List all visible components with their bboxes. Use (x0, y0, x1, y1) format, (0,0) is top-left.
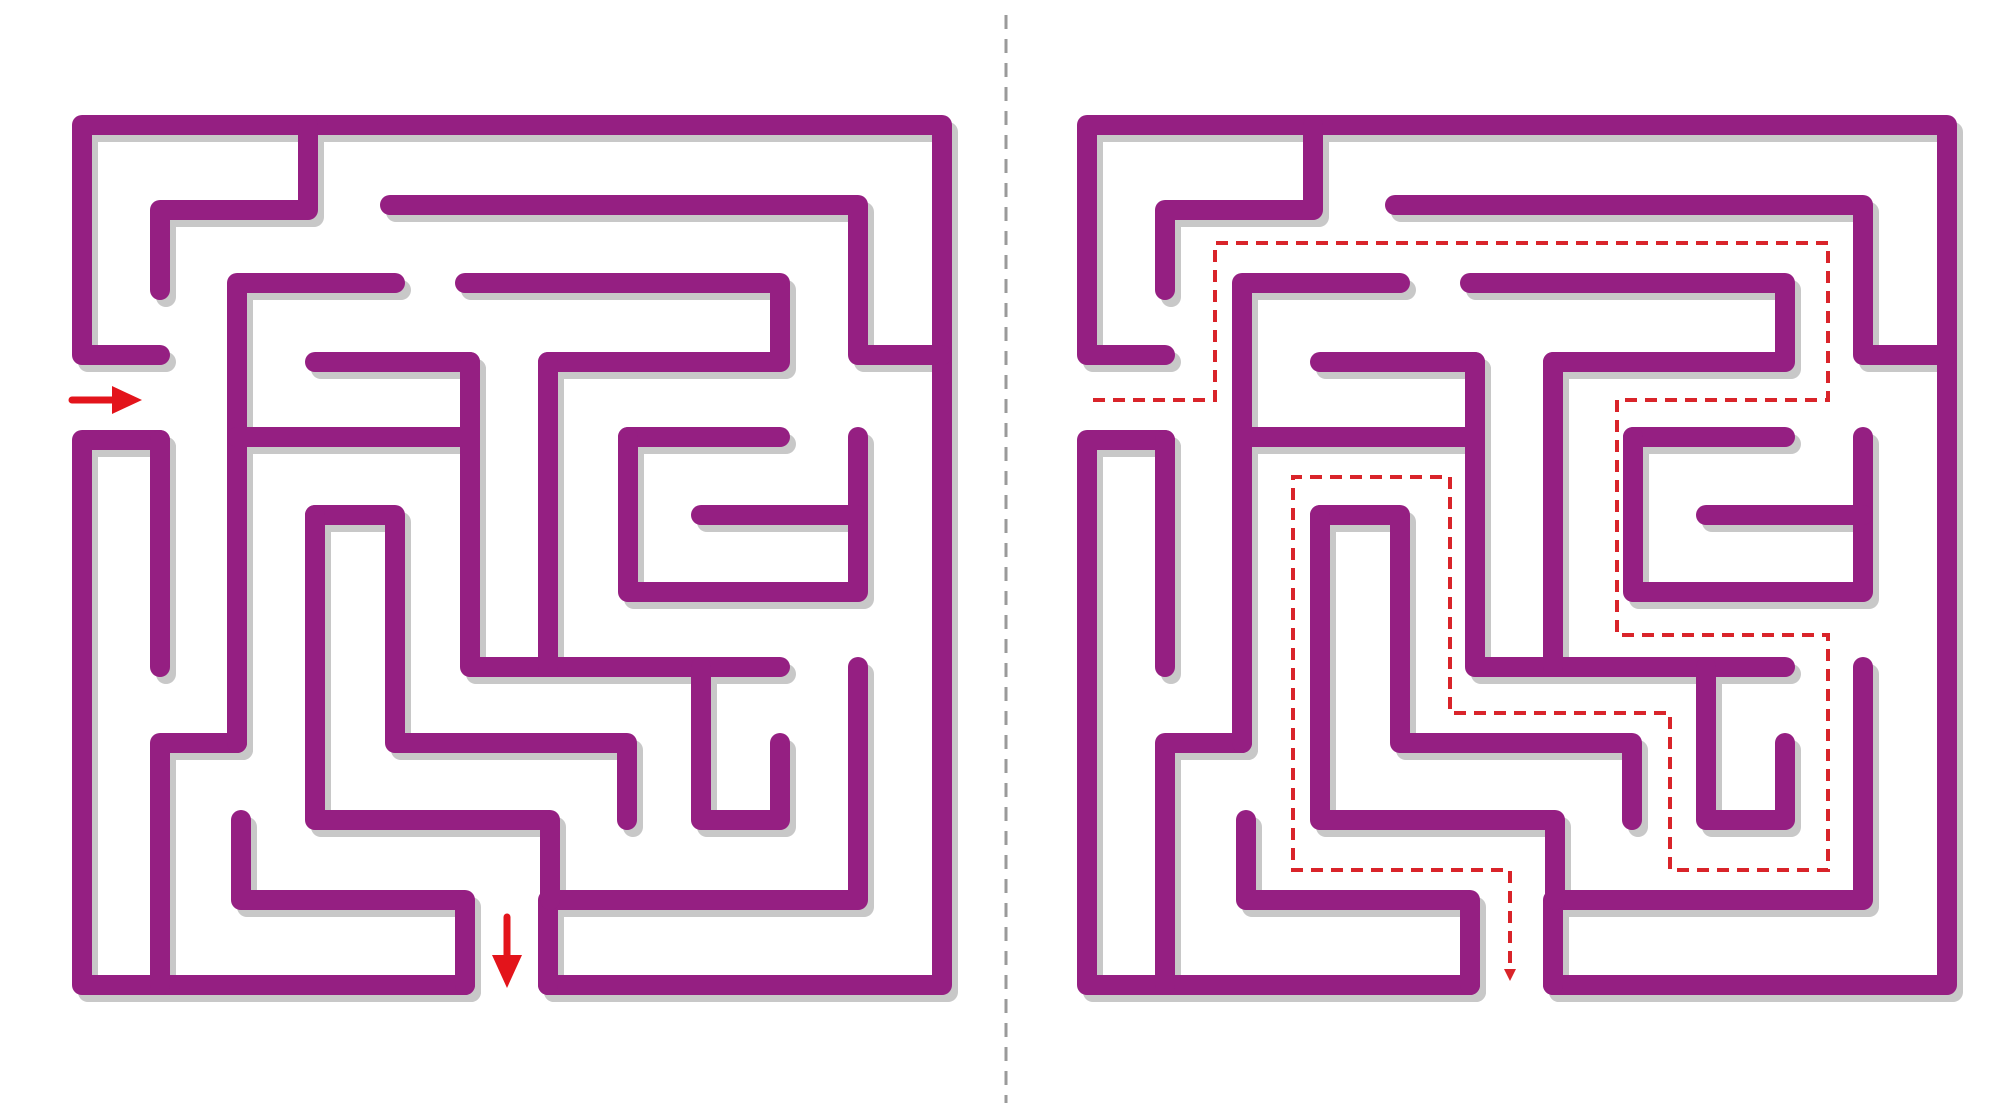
maze-unsolved-wall-shadow (78, 122, 958, 1002)
maze-solved-wall-segment (1077, 115, 1957, 995)
maze-unsolved-wall-segment (305, 505, 560, 910)
maze-solved-wall-segment (1155, 733, 1252, 995)
maze-solved-wall-segment (1696, 657, 1795, 830)
maze-solved-solution-path (1093, 241, 1830, 981)
maze-solved-walls (1077, 115, 1957, 995)
maze-unsolved-wall-segment (227, 273, 405, 753)
maze-solved-wall-segment (1310, 505, 1642, 830)
maze-unsolved-wall-segment (305, 505, 637, 830)
down-arrow-icon (492, 913, 522, 988)
maze-unsolved-wall-segment (538, 657, 868, 995)
maze-unsolved-wall-segment (455, 273, 790, 372)
maze-solved-wall-segment (1465, 352, 1795, 677)
maze-unsolved (68, 115, 958, 1002)
maze-unsolved-wall-segment (72, 430, 475, 995)
maze-unsolved-wall-segment (460, 352, 790, 677)
maze-unsolved-walls (72, 115, 952, 995)
maze-solved-wall-segment (1232, 273, 1410, 753)
maze-unsolved-wall-shadow-segment (311, 512, 566, 917)
maze-solved-wall-segment (1543, 657, 1873, 995)
maze-solved-wall-segment (1310, 505, 1565, 910)
maze-unsolved-wall-segment (150, 733, 247, 995)
maze-unsolved-wall-segment (150, 115, 318, 300)
maze-solved-wall-segment (1236, 810, 1480, 995)
maze-unsolved-wall-shadow-segment (78, 122, 958, 1002)
maze-unsolved-wall-segment (380, 195, 952, 365)
maze-solved-wall-segment (1385, 195, 1957, 365)
maze-solved-wall-shadow-segment (1083, 122, 1963, 1002)
maze-solved-wall-shadow (1083, 122, 1963, 1002)
maze-solved-wall-segment (1460, 273, 1795, 372)
maze-solved (1077, 115, 1963, 1002)
maze-unsolved-wall-segment (231, 810, 475, 995)
right-arrow-icon (68, 386, 142, 414)
maze-solved-wall-segment (1155, 115, 1323, 300)
maze-unsolved-wall-segment (72, 115, 952, 995)
maze-solved-wall-segment (1077, 430, 1480, 995)
maze-unsolved-wall-segment (691, 657, 790, 830)
